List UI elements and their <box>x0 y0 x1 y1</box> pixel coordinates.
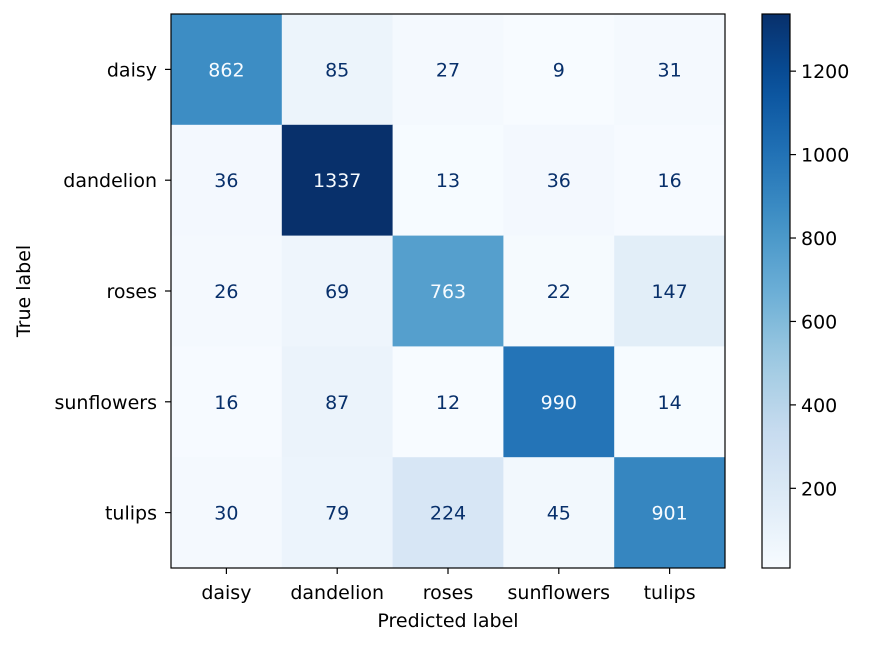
y-tick-label: roses <box>106 281 157 303</box>
cell-value-label: 69 <box>325 281 349 303</box>
cell-value-label: 1337 <box>313 170 361 192</box>
cell-value-label: 31 <box>658 59 682 81</box>
cell-value-label: 30 <box>214 503 238 525</box>
y-tick-label: sunflowers <box>54 392 157 414</box>
cell-value-label: 990 <box>541 392 577 414</box>
heatmap-cell <box>614 346 726 458</box>
cell-value-label: 862 <box>208 59 244 81</box>
cell-value-label: 9 <box>553 59 565 81</box>
cell-value-label: 22 <box>547 281 571 303</box>
cell-value-label: 26 <box>214 281 238 303</box>
cell-value-label: 36 <box>547 170 571 192</box>
y-axis-label: True label <box>13 245 35 338</box>
cell-value-label: 16 <box>214 392 238 414</box>
y-tick-label: daisy <box>107 59 157 81</box>
cell-value-label: 79 <box>325 503 349 525</box>
cell-value-label: 45 <box>547 503 571 525</box>
heatmap-cell <box>503 14 615 126</box>
cell-value-label: 13 <box>436 170 460 192</box>
cell-value-label: 147 <box>651 281 687 303</box>
cell-value-label: 27 <box>436 59 460 81</box>
heatmap-cell <box>392 14 504 126</box>
cell-value-label: 87 <box>325 392 349 414</box>
cell-value-label: 85 <box>325 59 349 81</box>
heatmap-cell <box>171 124 283 237</box>
heatmap-cell <box>614 124 726 237</box>
y-tick-label: dandelion <box>63 170 157 192</box>
colorbar-tick-label: 600 <box>801 311 837 333</box>
y-tick-label: tulips <box>105 503 157 525</box>
cell-value-label: 14 <box>658 392 682 414</box>
cell-value-label: 36 <box>214 170 238 192</box>
heatmap-cell <box>171 346 283 458</box>
x-axis-ticks: daisy dandelion roses sunflowers tulips <box>201 568 696 604</box>
heatmap-cell <box>503 457 615 569</box>
heatmap-cell <box>392 124 504 237</box>
cell-value-labels: 862 85 27 9 31 36 1337 13 36 16 26 69 763 22 147 16 87 12… <box>208 59 687 524</box>
heatmap-cell <box>171 457 283 569</box>
cell-value-label: 16 <box>658 170 682 192</box>
heatmap-cell <box>281 14 394 126</box>
heatmap-cell <box>614 457 726 569</box>
heatmap-cell <box>503 346 615 458</box>
x-axis-label: Predicted label <box>377 610 518 632</box>
heatmap-cell <box>281 124 394 237</box>
heatmap-cell <box>171 14 283 126</box>
colorbar <box>761 13 791 569</box>
heatmap-cell <box>171 235 283 347</box>
heatmap-cell <box>503 124 615 237</box>
cell-value-label: 901 <box>651 503 687 525</box>
colorbar-tick-label: 1000 <box>801 145 849 167</box>
cell-value-label: 224 <box>430 503 466 525</box>
heatmap-cell <box>392 346 504 458</box>
heatmap-cell <box>281 457 394 569</box>
heatmap-cell <box>614 14 726 126</box>
y-axis-ticks: daisy dandelion roses sunflowers tulips <box>54 59 171 525</box>
heatmap-cell <box>281 346 394 458</box>
x-tick-label: roses <box>423 582 474 604</box>
heatmap-cell <box>392 457 504 569</box>
cell-value-label: 763 <box>430 281 466 303</box>
heatmap-cell <box>614 235 726 347</box>
colorbar-ticks: 200 400 600 800 1000 1200 <box>790 61 849 500</box>
heatmap-cell <box>503 235 615 347</box>
colorbar-tick-label: 800 <box>801 228 837 250</box>
heatmap-cell <box>392 235 504 347</box>
colorbar-tick-label: 400 <box>801 395 837 417</box>
x-tick-label: sunflowers <box>508 582 611 604</box>
colorbar-tick-label: 200 <box>801 478 837 500</box>
heatmap-cell <box>281 235 394 347</box>
colorbar-tick-label: 1200 <box>801 61 849 83</box>
x-tick-label: tulips <box>644 582 696 604</box>
heatmap-cells <box>171 14 726 569</box>
x-tick-label: daisy <box>201 582 251 604</box>
x-tick-label: dandelion <box>290 582 384 604</box>
cell-value-label: 12 <box>436 392 460 414</box>
